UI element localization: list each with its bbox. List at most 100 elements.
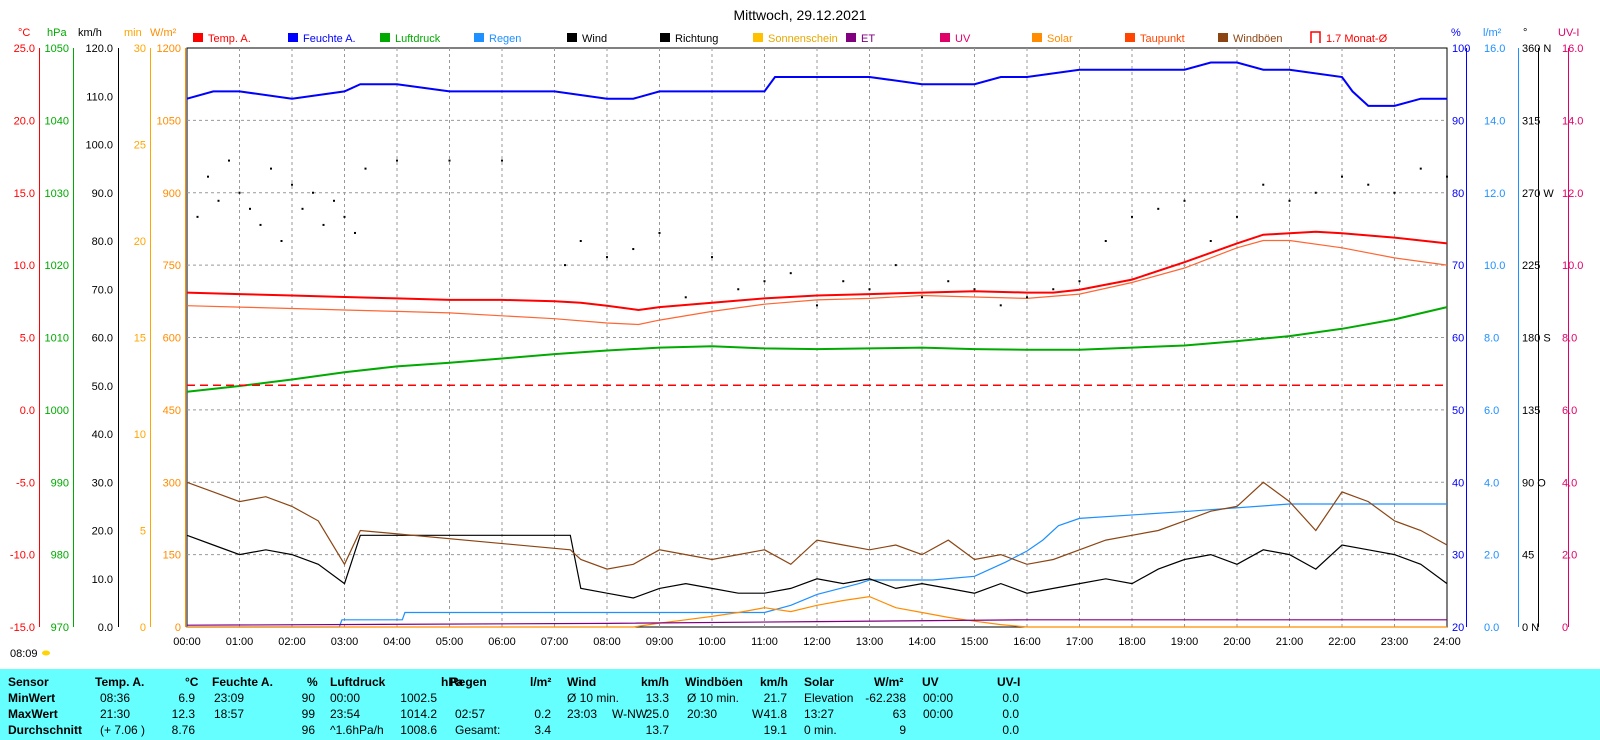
unit-min: min xyxy=(124,27,142,39)
direction-point xyxy=(606,256,608,259)
stats-temp-val: 8.76 xyxy=(171,723,195,737)
stats-solar-time: 13:27 xyxy=(804,707,835,721)
stats-header-uvi: UV-I xyxy=(997,675,1021,689)
y-tick-lm2: 14.0 xyxy=(1484,115,1505,127)
stats-gust-time: 20:30 xyxy=(687,707,718,721)
stats-header-gust-unit: km/h xyxy=(760,675,789,689)
legend-item: Luftdruck xyxy=(380,33,441,45)
direction-point xyxy=(1052,288,1055,291)
legend-label: Luftdruck xyxy=(395,33,441,45)
y-tick-deg: 270 W xyxy=(1522,188,1554,200)
legend-swatch xyxy=(1218,33,1228,42)
stats-temp-val: 6.9 xyxy=(178,691,195,705)
grid xyxy=(187,48,1447,627)
y-tick-temp: -15.0 xyxy=(10,622,35,634)
y-tick-wm2: 1050 xyxy=(157,115,181,127)
stats-solar-val: 63 xyxy=(892,707,906,721)
stats-uv-val: 0.0 xyxy=(1002,691,1019,705)
chart-title: Mittwoch, 29.12.2021 xyxy=(733,7,866,23)
x-tick: 00:00 xyxy=(173,636,201,648)
stats-wind-time: 23:03 xyxy=(567,707,598,721)
series-feuchte-a xyxy=(186,61,1447,107)
stats-header-solar-unit: W/m² xyxy=(874,675,904,689)
series-line xyxy=(187,595,1447,628)
x-tick: 04:00 xyxy=(383,636,411,648)
direction-point xyxy=(270,167,272,170)
y-tick-uvi: 12.0 xyxy=(1562,188,1583,200)
direction-point xyxy=(1446,175,1448,178)
series-temp-a xyxy=(186,230,1448,312)
y-tick-uvi: 8.0 xyxy=(1562,333,1577,345)
legend-item: 1.7 Monat-Ø xyxy=(1310,31,1388,45)
stats-wind-val: 25.0 xyxy=(645,707,669,721)
stats-rain-val: 3.4 xyxy=(534,723,551,737)
stats-header-uv: UV xyxy=(922,675,939,689)
series-solar xyxy=(187,595,1447,628)
legend-label: Taupunkt xyxy=(1140,33,1185,45)
direction-point xyxy=(632,248,635,251)
y-tick-uvi: 0 xyxy=(1562,622,1568,634)
stats-header-press-unit: hPa xyxy=(441,675,464,689)
y-tick-deg: 0 N xyxy=(1522,622,1539,634)
direction-point xyxy=(1288,199,1291,202)
series-line xyxy=(187,503,1447,628)
y-tick-wm2: 450 xyxy=(163,405,181,417)
legend-item: Regen xyxy=(474,33,521,45)
direction-point xyxy=(207,175,209,178)
direction-point xyxy=(312,191,314,194)
series-line xyxy=(186,481,1448,570)
stats-wind-val: 13.3 xyxy=(645,691,669,705)
y-tick-min: 20 xyxy=(134,236,146,248)
stats-gust-time: Ø 10 min. xyxy=(687,691,740,705)
direction-point xyxy=(396,159,398,162)
y-tick-deg: 360 N xyxy=(1522,43,1551,55)
x-tick: 18:00 xyxy=(1118,636,1146,648)
stats-header-press: Luftdruck xyxy=(330,675,386,689)
legend-item: Temp. A. xyxy=(193,33,251,45)
series-luftdruck xyxy=(186,306,1448,393)
y-tick-percent: 70 xyxy=(1452,260,1464,272)
x-tick: 20:00 xyxy=(1223,636,1251,648)
y-tick-kmh: 40.0 xyxy=(92,429,113,441)
y-tick-wm2: 900 xyxy=(163,188,181,200)
x-tick: 13:00 xyxy=(856,636,884,648)
y-tick-hpa: 1010 xyxy=(45,333,69,345)
y-tick-uvi: 2.0 xyxy=(1562,550,1577,562)
y-tick-kmh: 0.0 xyxy=(98,622,113,634)
stats-table: Sensor Temp. A. °C Feuchte A. % Luftdruc… xyxy=(0,669,1600,740)
sunrise-time: 08:09 xyxy=(10,648,38,660)
direction-point xyxy=(973,288,976,291)
legend-swatch xyxy=(753,33,763,42)
stats-header-sensor: Sensor xyxy=(8,675,49,689)
y-tick-deg: 45 xyxy=(1522,550,1534,562)
stats-wind-dir: W-NW xyxy=(612,707,648,721)
series-richtung xyxy=(196,159,1448,307)
legend-swatch xyxy=(660,33,670,42)
direction-point xyxy=(921,296,923,299)
y-tick-hpa: 980 xyxy=(51,550,69,562)
stats-rain-time: Gesamt: xyxy=(455,723,501,737)
legend-item: Feuchte A. xyxy=(288,33,356,45)
x-tick: 23:00 xyxy=(1381,636,1409,648)
y-tick-deg: 90 O xyxy=(1522,477,1546,489)
legend-label: Windböen xyxy=(1233,33,1283,45)
legend-label: ET xyxy=(861,33,875,45)
series-taupunkt xyxy=(186,239,1448,326)
legend-swatch xyxy=(193,33,203,42)
weather-chart: Mittwoch, 29.12.2021 Temp. A. Feuchte A. L… xyxy=(10,7,1584,660)
x-tick: 15:00 xyxy=(961,636,989,648)
direction-point xyxy=(322,223,325,226)
y-tick-deg: 135 xyxy=(1522,405,1540,417)
stats-uv-val: 0.0 xyxy=(1002,707,1019,721)
unit-deg: ° xyxy=(1523,27,1527,39)
y-tick-hpa: 970 xyxy=(51,622,69,634)
direction-point xyxy=(249,207,251,210)
legend-item: UV xyxy=(940,33,971,45)
stats-uv-time: 00:00 xyxy=(923,707,954,721)
direction-point xyxy=(501,159,503,162)
y-tick-wm2: 150 xyxy=(163,550,181,562)
direction-point xyxy=(1026,296,1028,299)
unit-hpa: hPa xyxy=(47,27,67,39)
direction-point xyxy=(564,264,566,267)
direction-point xyxy=(1367,183,1370,186)
